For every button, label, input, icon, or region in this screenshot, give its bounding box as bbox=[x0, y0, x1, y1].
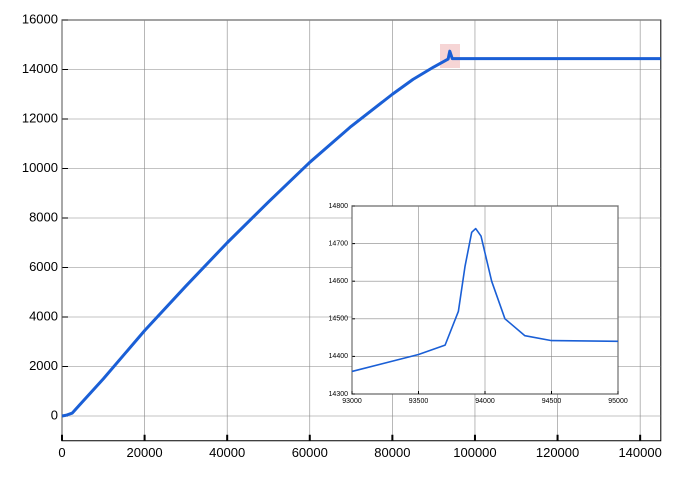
y-tick-label: 6000 bbox=[29, 259, 58, 274]
data-line bbox=[61, 49, 661, 418]
y-tick-label: 12000 bbox=[22, 110, 58, 125]
x-tick-label: 93000 bbox=[342, 398, 362, 405]
x-tick-label: 100000 bbox=[453, 445, 496, 460]
y-tick-label: 14300 bbox=[329, 391, 349, 398]
x-tick-label: 60000 bbox=[292, 445, 328, 460]
data-line bbox=[351, 227, 619, 373]
x-tick-label: 80000 bbox=[374, 445, 410, 460]
y-tick-label: 14700 bbox=[329, 240, 349, 247]
y-tick-label: 4000 bbox=[29, 308, 58, 323]
y-tick-label: 0 bbox=[51, 407, 58, 422]
x-tick-label: 95000 bbox=[608, 398, 628, 405]
y-tick-label: 16000 bbox=[22, 11, 58, 26]
y-tick-label: 14600 bbox=[329, 278, 349, 285]
x-tick-label: 0 bbox=[58, 445, 65, 460]
y-tick-label: 14800 bbox=[329, 203, 349, 210]
x-tick-label: 40000 bbox=[209, 445, 245, 460]
x-tick-label: 94000 bbox=[475, 398, 495, 405]
y-tick-label: 14000 bbox=[22, 61, 58, 76]
y-tick-label: 10000 bbox=[22, 160, 58, 175]
x-tick-label: 93500 bbox=[409, 398, 429, 405]
x-tick-label: 140000 bbox=[618, 445, 661, 460]
y-tick-label: 8000 bbox=[29, 209, 58, 224]
x-tick-label: 120000 bbox=[536, 445, 579, 460]
y-tick-label: 14400 bbox=[329, 353, 349, 360]
x-tick-label: 20000 bbox=[127, 445, 163, 460]
y-tick-label: 2000 bbox=[29, 358, 58, 373]
x-tick-label: 94500 bbox=[542, 398, 562, 405]
y-tick-label: 14500 bbox=[329, 316, 349, 323]
